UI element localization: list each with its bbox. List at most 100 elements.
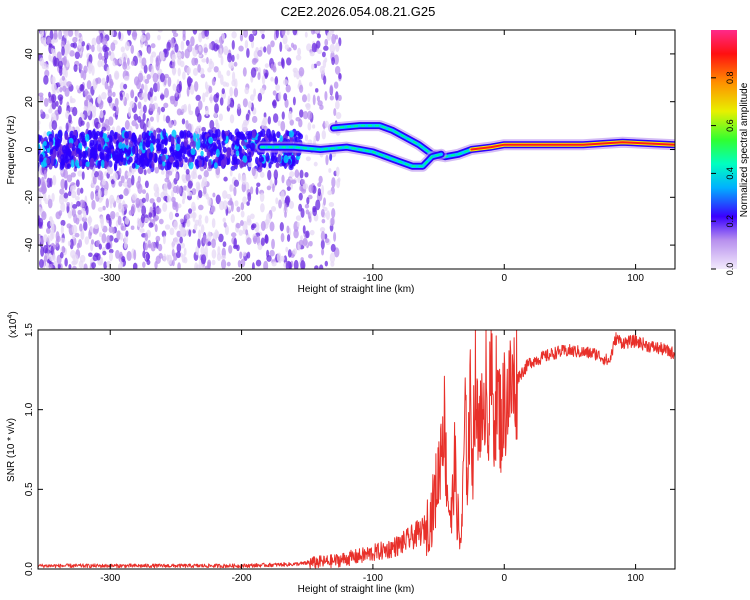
noise-speck: [76, 200, 81, 207]
band-speck: [113, 131, 118, 140]
noise-speck: [299, 185, 304, 192]
noise-speck: [48, 54, 52, 62]
noise-speck: [97, 175, 103, 181]
noise-speck: [141, 189, 147, 194]
noise-speck: [48, 264, 53, 269]
noise-speck: [107, 96, 113, 104]
noise-speck: [302, 183, 309, 190]
noise-speck: [114, 97, 119, 107]
snr-plot-area: [38, 330, 675, 569]
noise-speck: [319, 227, 326, 233]
noise-speck: [298, 66, 305, 77]
noise-speck: [156, 112, 160, 123]
noise-speck: [316, 33, 321, 39]
noise-speck: [133, 113, 139, 121]
noise-speck: [56, 88, 60, 94]
noise-speck: [115, 249, 120, 259]
noise-speck: [133, 76, 140, 86]
noise-speck: [314, 30, 320, 33]
noise-speck: [162, 187, 168, 197]
band-speck: [235, 131, 241, 138]
noise-speck: [260, 237, 265, 246]
band-speck: [78, 153, 83, 159]
noise-speck: [250, 67, 257, 78]
noise-speck: [88, 252, 93, 257]
noise-speck: [148, 64, 152, 72]
noise-speck: [141, 92, 147, 98]
noise-speck: [141, 205, 147, 216]
band-speck: [240, 140, 246, 147]
band-speck: [298, 133, 304, 140]
noise-speck: [215, 122, 220, 131]
noise-speck: [155, 55, 161, 66]
noise-speck: [123, 83, 128, 90]
noise-speck: [141, 30, 146, 34]
noise-speck: [177, 67, 181, 77]
figure-title: C2E2.2026.054.08.21.G25: [281, 4, 436, 19]
noise-speck: [141, 57, 147, 67]
band-speck: [52, 148, 57, 158]
noise-speck: [118, 56, 123, 65]
noise-speck: [184, 48, 190, 59]
spectrogram-xlabel: Height of straight line (km): [298, 284, 415, 295]
noise-speck: [261, 74, 266, 85]
noise-speck: [155, 235, 161, 242]
noise-speck: [60, 178, 66, 190]
noise-speck: [150, 43, 156, 49]
noise-speck: [271, 261, 277, 267]
noise-speck: [220, 74, 224, 86]
noise-speck: [259, 30, 265, 35]
band-speck: [235, 150, 240, 157]
band-speck: [97, 143, 102, 152]
noise-speck: [206, 57, 209, 64]
noise-speck: [217, 70, 222, 79]
noise-speck: [149, 95, 154, 104]
band-speck: [214, 162, 218, 169]
noise-speck: [239, 33, 244, 42]
noise-speck: [270, 76, 274, 82]
noise-speck: [148, 222, 154, 228]
noise-speck: [159, 72, 165, 83]
noise-speck: [265, 213, 271, 224]
band-speck: [128, 146, 132, 154]
noise-speck: [149, 116, 154, 122]
band-speck: [249, 142, 255, 152]
band-speck: [222, 146, 227, 153]
noise-speck: [130, 60, 136, 66]
noise-speck: [62, 56, 68, 66]
x-tick-label: -200: [232, 573, 252, 584]
y-tick-label: -20: [24, 190, 35, 205]
noise-speck: [315, 88, 319, 93]
band-speck: [184, 156, 188, 163]
noise-speck: [321, 51, 326, 58]
noise-speck: [180, 227, 186, 237]
noise-speck: [211, 249, 217, 259]
x-tick-label: 0: [501, 573, 507, 584]
noise-speck: [47, 198, 53, 209]
band-speck: [246, 143, 251, 150]
noise-speck: [139, 119, 145, 130]
noise-speck: [99, 232, 103, 238]
noise-speck: [257, 242, 263, 251]
band-speck: [171, 129, 177, 139]
band-speck: [195, 141, 200, 151]
noise-speck: [131, 174, 135, 186]
noise-speck: [126, 250, 132, 262]
noise-speck: [300, 208, 305, 218]
noise-speck: [250, 94, 255, 102]
colorbar-tick-label: 0.6: [725, 119, 735, 132]
noise-speck: [228, 61, 234, 69]
noise-speck: [273, 169, 279, 180]
noise-speck: [178, 186, 182, 195]
noise-speck: [77, 41, 82, 49]
band-speck: [99, 131, 104, 138]
noise-speck: [222, 241, 227, 248]
noise-speck: [39, 95, 44, 102]
noise-speck: [92, 227, 97, 235]
noise-speck: [121, 255, 126, 263]
noise-speck: [57, 30, 62, 40]
noise-speck: [119, 232, 124, 241]
noise-speck: [43, 169, 48, 180]
noise-speck: [187, 180, 193, 189]
noise-speck: [183, 247, 187, 256]
